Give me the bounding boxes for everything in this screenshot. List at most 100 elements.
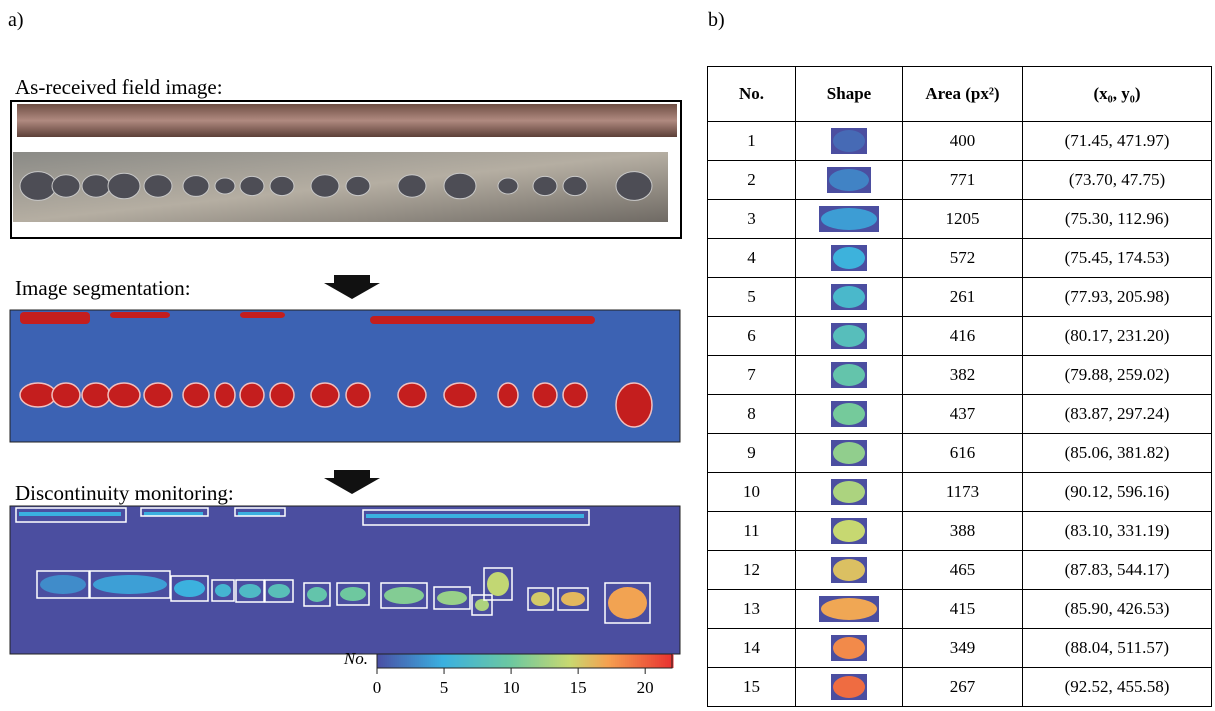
bead — [183, 176, 209, 197]
shape — [819, 634, 879, 662]
bead — [270, 176, 294, 195]
table-cell — [796, 473, 903, 512]
table-row: 9616(85.06, 381.82) — [708, 434, 1212, 473]
table-cell — [796, 551, 903, 590]
shape — [819, 283, 879, 311]
blob — [366, 514, 584, 518]
segment — [240, 312, 285, 318]
table-row: 14 349(88.04, 511.57) — [708, 629, 1212, 668]
segment — [370, 316, 595, 324]
table-cell: 9 — [708, 434, 796, 473]
shape — [819, 322, 879, 350]
table-cell: 437 — [903, 395, 1023, 434]
segment — [270, 383, 294, 407]
blob — [215, 584, 231, 597]
segment — [144, 383, 172, 407]
table-cell: (88.04, 511.57) — [1023, 629, 1212, 668]
shape — [819, 478, 879, 506]
bead — [82, 175, 110, 197]
blob — [19, 512, 121, 516]
table-cell: 382 — [903, 356, 1023, 395]
table-cell: 349 — [903, 629, 1023, 668]
segment — [20, 383, 56, 407]
table-cell: 1205 — [903, 200, 1023, 239]
shape-blob — [833, 559, 865, 581]
table-cell: (87.83, 544.17) — [1023, 551, 1212, 590]
segment — [52, 383, 80, 407]
table-cell: 261 — [903, 278, 1023, 317]
shape-blob — [833, 130, 865, 152]
table-cell: 14 — [708, 629, 796, 668]
table-cell — [796, 590, 903, 629]
shape-blob — [833, 442, 865, 464]
blob — [437, 591, 467, 605]
shape-blob — [833, 403, 865, 425]
shape-blob — [833, 247, 865, 269]
table-cell: 2 — [708, 161, 796, 200]
shape-blob — [833, 481, 865, 503]
bead — [616, 172, 652, 201]
table-cell: 4 — [708, 239, 796, 278]
table-cell: 7 — [708, 356, 796, 395]
page: a) As-received field image: Image segmen… — [0, 0, 1215, 711]
table-cell: 771 — [903, 161, 1023, 200]
arrow — [324, 275, 380, 299]
bead — [20, 172, 56, 201]
bead — [108, 173, 140, 199]
segment — [498, 383, 518, 407]
table-cell — [796, 629, 903, 668]
segment — [398, 383, 426, 407]
panel-label: b) — [708, 9, 725, 31]
table-cell: (85.06, 381.82) — [1023, 434, 1212, 473]
shape-blob — [833, 637, 865, 659]
table-cell: 400 — [903, 122, 1023, 161]
blob — [307, 587, 327, 602]
table-cell — [796, 512, 903, 551]
bead — [240, 176, 264, 195]
shape-blob — [833, 286, 865, 308]
bead — [444, 173, 476, 199]
header-cell: Shape — [796, 67, 903, 122]
table-cell: (92.52, 455.58) — [1023, 668, 1212, 707]
bead — [563, 176, 587, 195]
shape — [819, 205, 879, 233]
shape-blob — [833, 364, 865, 386]
table-cell: (77.93, 205.98) — [1023, 278, 1212, 317]
table-cell: (75.30, 112.96) — [1023, 200, 1212, 239]
blob — [608, 587, 647, 619]
table-cell — [796, 356, 903, 395]
segment — [346, 383, 370, 407]
table-cell: 6 — [708, 317, 796, 356]
shape — [819, 439, 879, 467]
table-cell: 11 — [708, 512, 796, 551]
blob — [561, 592, 585, 606]
bead — [311, 175, 339, 197]
segment — [20, 312, 90, 324]
arrow — [324, 470, 380, 494]
shape-blob — [829, 169, 869, 191]
shape — [819, 244, 879, 272]
table-cell: 15 — [708, 668, 796, 707]
section-title: Discontinuity monitoring: — [15, 481, 234, 505]
table-cell: (85.90, 426.53) — [1023, 590, 1212, 629]
segment — [110, 312, 170, 318]
table-cell — [796, 434, 903, 473]
bead — [533, 176, 557, 195]
blob — [268, 584, 290, 598]
table-row: 2771(73.70, 47.75) — [708, 161, 1212, 200]
table-cell: 12 — [708, 551, 796, 590]
blob — [40, 575, 86, 594]
header-cell: Area (px²) — [903, 67, 1023, 122]
shape — [819, 361, 879, 389]
segment — [616, 383, 652, 427]
shape-blob — [833, 520, 865, 542]
table-cell: (79.88, 259.02) — [1023, 356, 1212, 395]
shape — [819, 166, 879, 194]
table-cell: 416 — [903, 317, 1023, 356]
table-cell — [796, 395, 903, 434]
shape — [819, 517, 879, 545]
